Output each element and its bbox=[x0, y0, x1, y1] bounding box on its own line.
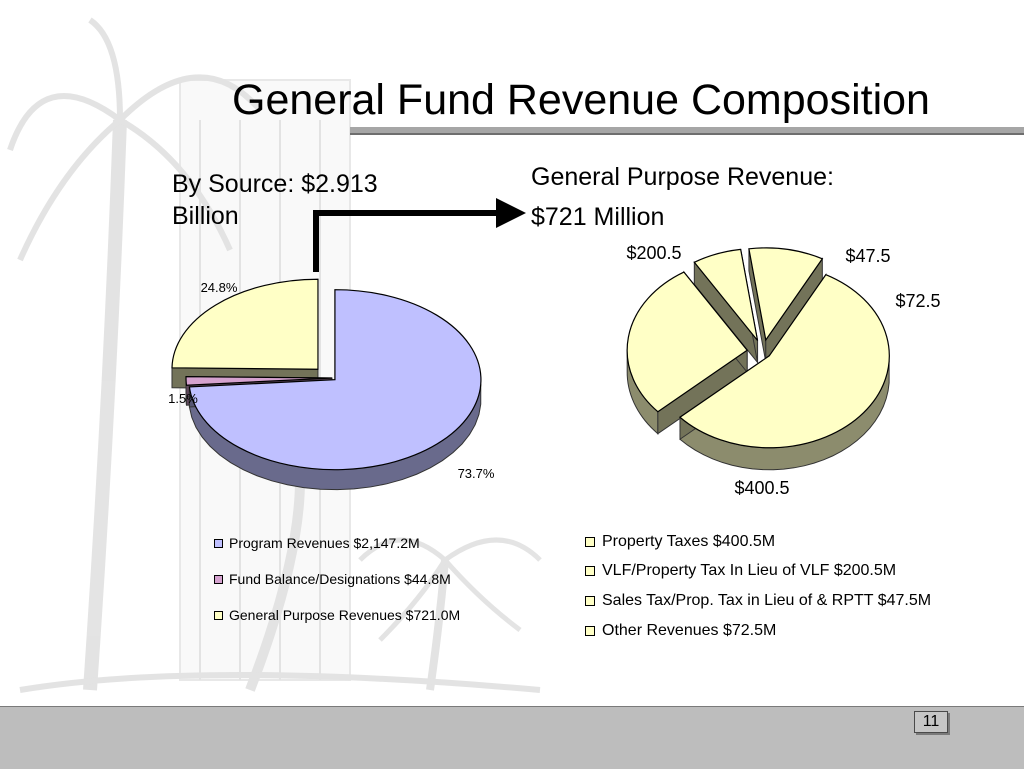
pie-data-label: $47.5 bbox=[845, 246, 890, 266]
legend-item-property-taxes: Property Taxes $400.5M bbox=[585, 533, 775, 551]
legend-swatch bbox=[214, 611, 223, 620]
legend-item-other-revenues: Other Revenues $72.5M bbox=[585, 622, 776, 640]
legend-label: Other Revenues $72.5M bbox=[602, 622, 776, 640]
legend-item-sales-tax: Sales Tax/Prop. Tax in Lieu of & RPTT $4… bbox=[585, 592, 931, 610]
legend-swatch bbox=[585, 566, 595, 576]
legend-label: VLF/Property Tax In Lieu of VLF $200.5M bbox=[602, 562, 896, 580]
legend-label: Sales Tax/Prop. Tax in Lieu of & RPTT $4… bbox=[602, 592, 931, 610]
legend-label: Program Revenues $2,147.2M bbox=[229, 535, 420, 551]
legend-item-general-purpose: General Purpose Revenues $721.0M bbox=[214, 607, 460, 623]
pie-data-label: 1.5% bbox=[168, 391, 198, 406]
legend-label: Fund Balance/Designations $44.8M bbox=[229, 571, 451, 587]
legend-swatch bbox=[214, 539, 223, 548]
page-number: 11 bbox=[914, 711, 948, 733]
footer-bar bbox=[0, 706, 1024, 769]
legend-item-vlf: VLF/Property Tax In Lieu of VLF $200.5M bbox=[585, 562, 896, 580]
legend-label: Property Taxes $400.5M bbox=[602, 533, 775, 551]
right-pie-chart: $400.5 $200.5 $47.5 $72.5 bbox=[626, 243, 940, 498]
pie-data-label: 24.8% bbox=[201, 280, 238, 295]
legend-item-fund-balance: Fund Balance/Designations $44.8M bbox=[214, 571, 451, 587]
connector-arrow bbox=[316, 213, 520, 272]
legend-swatch bbox=[214, 575, 223, 584]
legend-swatch bbox=[585, 537, 595, 547]
pie-slice-general-purpose bbox=[172, 279, 318, 369]
legend-swatch bbox=[585, 596, 595, 606]
pie-data-label: $200.5 bbox=[626, 243, 681, 263]
pie-data-label: $72.5 bbox=[895, 291, 940, 311]
pie-data-label: $400.5 bbox=[734, 478, 789, 498]
legend-item-program-revenues: Program Revenues $2,147.2M bbox=[214, 535, 420, 551]
legend-swatch bbox=[585, 626, 595, 636]
left-pie-chart: 73.7% 1.5% 24.8% bbox=[168, 279, 495, 489]
pie-data-label: 73.7% bbox=[458, 466, 495, 481]
legend-label: General Purpose Revenues $721.0M bbox=[229, 607, 460, 623]
